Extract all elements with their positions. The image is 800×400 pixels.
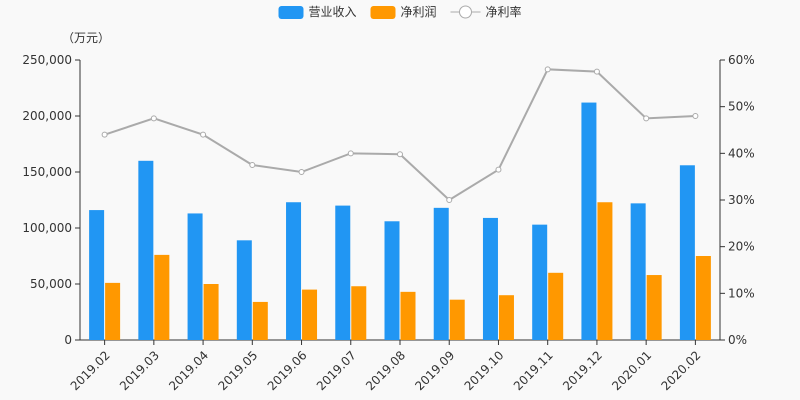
net-margin-point xyxy=(150,115,157,122)
net-profit-bar xyxy=(252,301,268,340)
revenue-bar xyxy=(482,217,498,340)
revenue-bar xyxy=(236,240,252,340)
legend-label: 净利润 xyxy=(401,5,437,19)
right-tick-label: 30% xyxy=(728,193,755,207)
right-tick-label: 60% xyxy=(728,53,755,67)
revenue-bar xyxy=(384,221,400,340)
x-tick-label: 2019.05 xyxy=(215,348,260,393)
net-profit-bar xyxy=(154,254,170,340)
net-margin-point xyxy=(495,166,502,173)
net-profit-bar xyxy=(695,256,711,340)
net-margin-point xyxy=(397,151,403,158)
revenue-bar xyxy=(138,160,154,340)
net-margin-point xyxy=(249,162,256,168)
left-tick-label: 50,000 xyxy=(30,277,72,291)
legend-marker xyxy=(459,5,472,19)
revenue-bar xyxy=(679,165,695,340)
revenue-bar xyxy=(286,202,302,340)
right-tick-label: 0% xyxy=(728,333,747,347)
right-tick-label: 50% xyxy=(728,100,755,114)
net-profit-bar xyxy=(548,272,564,340)
x-tick-label: 2019.03 xyxy=(117,348,162,393)
revenue-bar xyxy=(630,203,646,340)
net-profit-bar xyxy=(498,295,514,340)
net-margin-line xyxy=(101,66,699,203)
net-margin-point xyxy=(593,68,600,75)
net-margin-point xyxy=(347,150,354,157)
net-profit-bar xyxy=(302,289,318,340)
legend-label: 营业收入 xyxy=(309,5,357,19)
net-margin-point xyxy=(101,131,108,138)
x-tick-label: 2020.01 xyxy=(609,348,654,393)
legend-swatch xyxy=(278,6,304,19)
x-tick-label: 2019.09 xyxy=(412,348,457,393)
x-tick-label: 2019.11 xyxy=(511,348,556,393)
right-tick-label: 40% xyxy=(728,146,755,160)
revenue-bar xyxy=(187,213,203,340)
revenue-bar xyxy=(89,210,105,340)
net-profit-bar xyxy=(203,284,219,340)
revenue-bar xyxy=(335,205,351,340)
net-profit-bar xyxy=(351,286,367,340)
net-margin-point xyxy=(446,197,453,203)
legend-swatch xyxy=(370,6,396,19)
legend-label: 净利率 xyxy=(486,4,522,19)
x-tick-label: 2019.02 xyxy=(68,348,113,393)
revenue-bar xyxy=(433,207,449,340)
legend: 营业收入 净利润 净利率 xyxy=(278,4,522,19)
x-tick-label: 2019.10 xyxy=(462,348,507,393)
net-margin-polyline xyxy=(104,68,696,202)
net-margin-point xyxy=(200,131,207,138)
revenue-bar xyxy=(532,224,548,340)
net-profit-bar xyxy=(105,282,121,340)
left-tick-label: 0 xyxy=(64,333,72,347)
right-tick-label: 10% xyxy=(728,286,755,300)
x-tick-label: 2019.07 xyxy=(314,348,359,393)
x-tick-label: 2019.08 xyxy=(363,348,408,393)
left-tick-label: 150,000 xyxy=(22,165,72,179)
x-tick-label: 2019.06 xyxy=(265,348,310,393)
net-margin-point xyxy=(544,66,551,73)
x-tick-label: 2019.12 xyxy=(560,348,605,393)
net-profit-bar xyxy=(597,202,613,340)
net-profit-bar xyxy=(646,275,662,340)
left-axis-unit-label: （万元） xyxy=(62,31,110,45)
net-margin-point xyxy=(298,169,305,175)
revenue-bar xyxy=(581,102,597,340)
net-margin-point xyxy=(692,113,699,119)
left-tick-label: 200,000 xyxy=(22,109,72,123)
net-profit-bar xyxy=(400,291,416,340)
left-tick-label: 250,000 xyxy=(22,53,72,67)
x-tick-label: 2019.04 xyxy=(166,348,211,393)
right-tick-label: 20% xyxy=(728,240,755,254)
net-profit-bar xyxy=(449,299,465,340)
left-tick-label: 100,000 xyxy=(22,221,72,235)
bars xyxy=(89,102,711,340)
net-margin-point xyxy=(643,115,650,122)
x-tick-label: 2020.02 xyxy=(659,348,704,393)
